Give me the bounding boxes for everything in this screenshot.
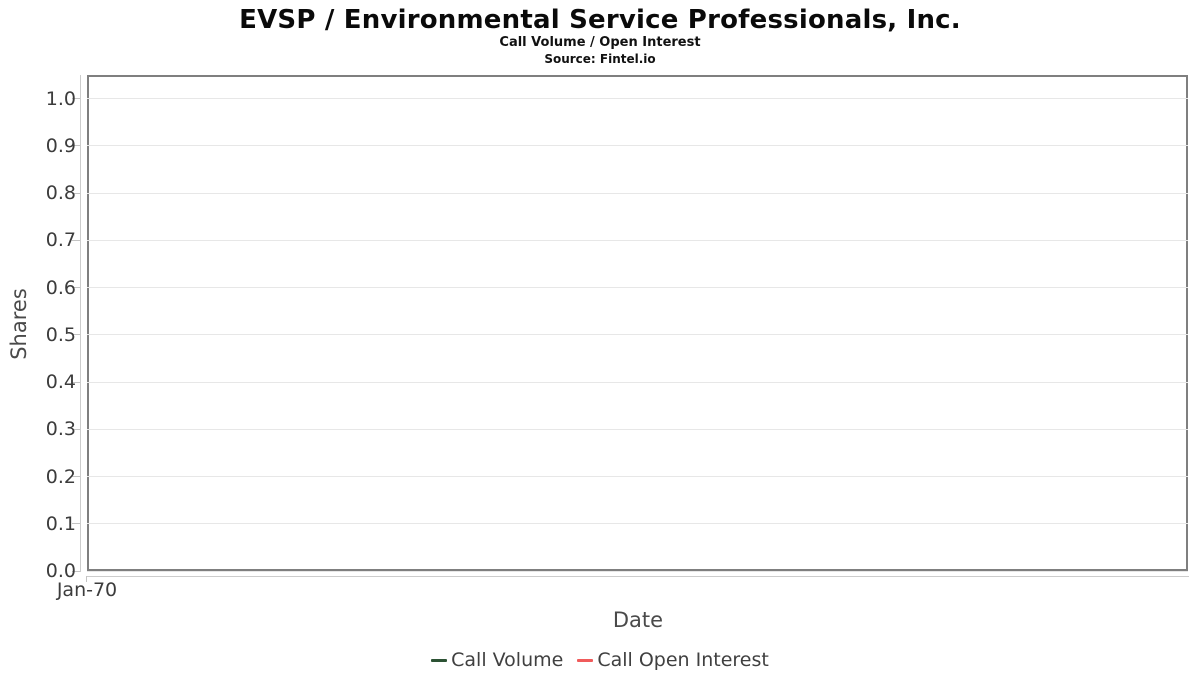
x-tick-label: Jan-70 xyxy=(56,579,118,601)
x-tick-mark xyxy=(86,576,87,582)
y-tick-mark xyxy=(72,428,80,430)
x-axis-line xyxy=(86,576,1189,577)
y-gridline xyxy=(87,523,1188,525)
y-gridline xyxy=(87,570,1188,572)
y-tick-mark xyxy=(72,145,80,147)
legend-item-call-open-interest[interactable]: Call Open Interest xyxy=(577,649,769,671)
y-tick-mark xyxy=(72,334,80,336)
y-gridline xyxy=(87,476,1188,478)
y-gridline xyxy=(87,334,1188,336)
chart-source-label: Source: Fintel.io xyxy=(544,52,656,66)
legend-label: Call Open Interest xyxy=(597,649,769,671)
y-gridline xyxy=(87,145,1188,147)
y-tick-label: 0.9 xyxy=(45,134,76,157)
y-tick-label: 1.0 xyxy=(45,87,76,110)
y-gridline xyxy=(87,287,1188,289)
y-tick-label: 0.5 xyxy=(45,323,76,346)
y-tick-label: 0.0 xyxy=(45,560,76,582)
chart-subtitle: Call Volume / Open Interest xyxy=(499,35,701,50)
y-tick-label: 0.2 xyxy=(45,465,76,488)
y-gridline xyxy=(87,239,1188,241)
y-tick-mark xyxy=(72,192,80,194)
y-tick-label: 0.3 xyxy=(45,418,76,441)
legend-label: Call Volume xyxy=(451,649,564,671)
y-tick-label: 0.8 xyxy=(45,182,76,205)
y-tick-mark xyxy=(72,98,80,100)
y-tick-label: 0.6 xyxy=(45,276,76,299)
y-tick-mark xyxy=(72,476,80,478)
y-tick-mark xyxy=(72,523,80,525)
y-tick-mark xyxy=(72,570,80,572)
legend-item-call-volume[interactable]: Call Volume xyxy=(431,649,563,671)
x-axis-label: Date xyxy=(612,608,664,632)
y-tick-label: 0.1 xyxy=(45,512,76,535)
y-gridline xyxy=(87,381,1188,383)
y-axis-line xyxy=(80,75,81,572)
y-gridline xyxy=(87,428,1188,430)
legend-line-swatch xyxy=(577,658,594,662)
y-tick-mark xyxy=(72,381,80,383)
legend-line-swatch xyxy=(431,658,448,662)
y-gridline xyxy=(87,192,1188,194)
legend: Call Volume Call Open Interest xyxy=(0,645,1200,675)
y-gridline xyxy=(87,98,1188,100)
y-tick-mark xyxy=(72,239,80,241)
plot-area xyxy=(87,75,1188,571)
y-tick-label: 0.7 xyxy=(45,229,76,252)
chart-title: EVSP / Environmental Service Professiona… xyxy=(239,5,961,35)
y-tick-mark xyxy=(72,287,80,289)
y-tick-label: 0.4 xyxy=(45,371,76,394)
